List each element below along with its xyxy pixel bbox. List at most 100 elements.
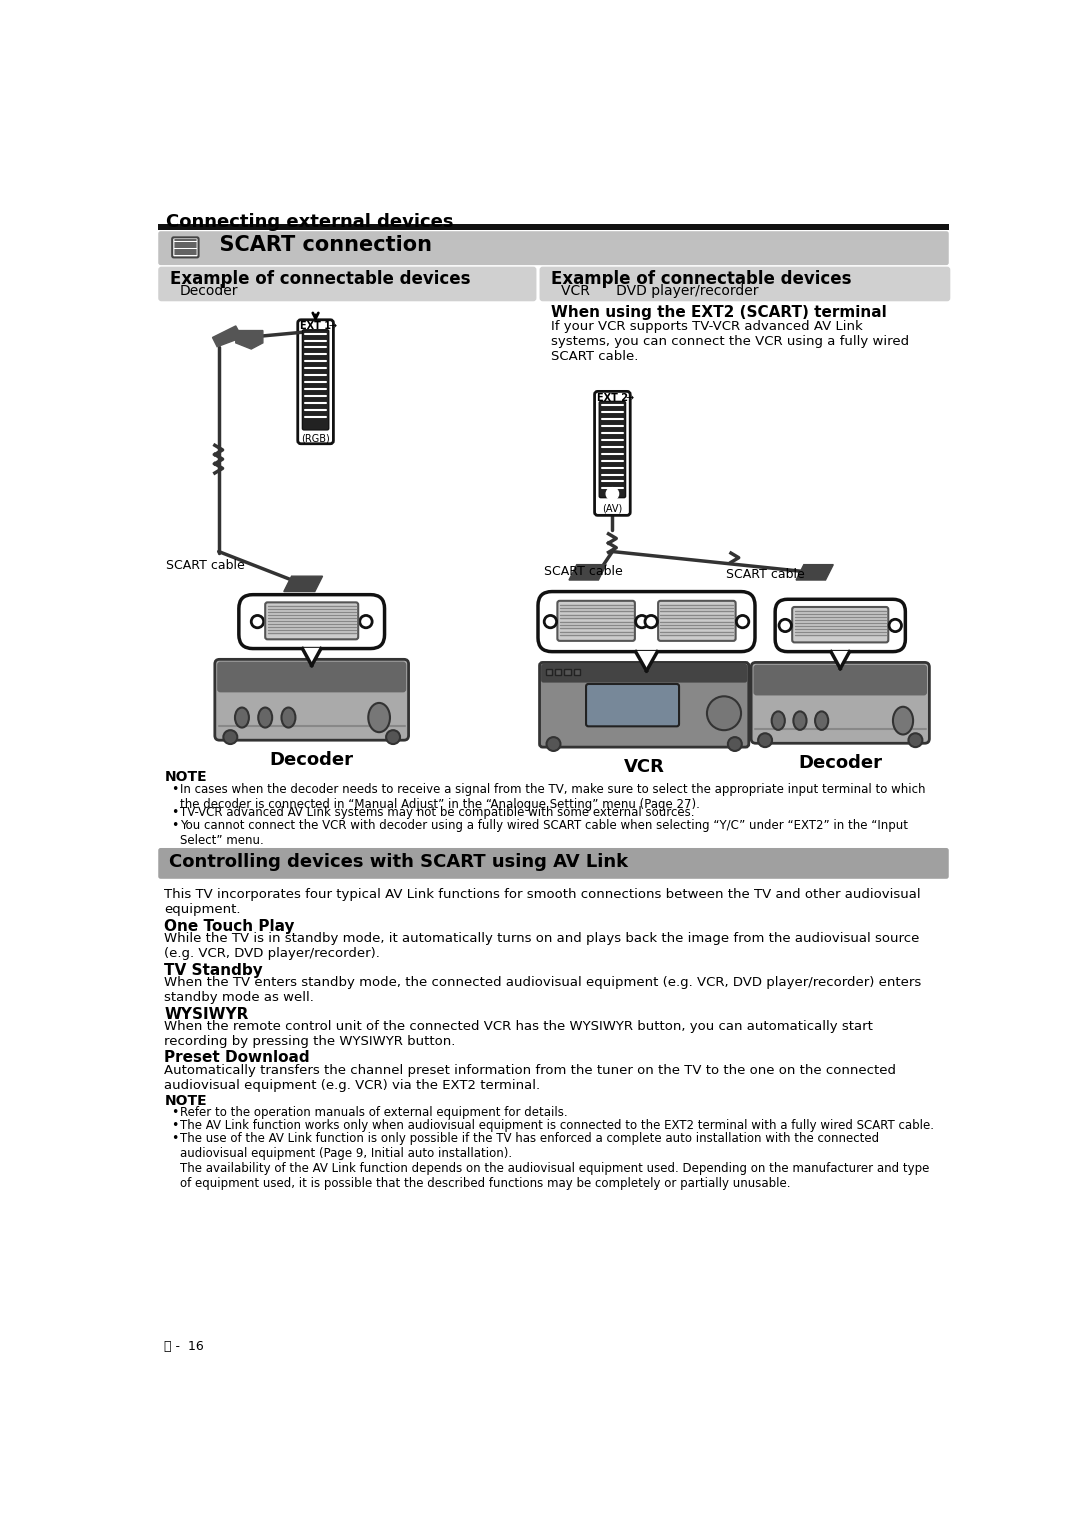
FancyBboxPatch shape xyxy=(239,595,384,648)
Text: Automatically transfers the channel preset information from the tuner on the TV : Automatically transfers the channel pres… xyxy=(164,1064,896,1092)
Text: The AV Link function works only when audiovisual equipment is connected to the E: The AV Link function works only when aud… xyxy=(180,1119,934,1131)
Text: Decoder: Decoder xyxy=(270,751,354,769)
Ellipse shape xyxy=(815,711,828,729)
Circle shape xyxy=(252,616,264,628)
Polygon shape xyxy=(636,651,658,671)
Text: •: • xyxy=(171,1105,178,1119)
Text: When the TV enters standby mode, the connected audiovisual equipment (e.g. VCR, : When the TV enters standby mode, the con… xyxy=(164,976,921,1005)
Polygon shape xyxy=(302,648,321,665)
Text: Controlling devices with SCART using AV Link: Controlling devices with SCART using AV … xyxy=(170,853,629,872)
Circle shape xyxy=(908,734,922,748)
FancyBboxPatch shape xyxy=(159,231,948,265)
FancyBboxPatch shape xyxy=(557,601,635,641)
FancyBboxPatch shape xyxy=(159,266,537,301)
Circle shape xyxy=(544,616,556,628)
Circle shape xyxy=(546,737,561,751)
Polygon shape xyxy=(235,330,262,349)
Circle shape xyxy=(224,731,238,745)
FancyBboxPatch shape xyxy=(538,592,755,651)
Text: Refer to the operation manuals of external equipment for details.: Refer to the operation manuals of extern… xyxy=(180,1105,568,1119)
Text: VCR      DVD player/recorder: VCR DVD player/recorder xyxy=(562,283,759,298)
Text: NOTE: NOTE xyxy=(164,771,207,784)
Text: SCART cable: SCART cable xyxy=(544,564,623,578)
Text: EXT 2: EXT 2 xyxy=(597,393,627,404)
Circle shape xyxy=(889,619,902,631)
Bar xyxy=(545,668,552,674)
Text: TV-VCR advanced AV Link systems may not be compatible with some external sources: TV-VCR advanced AV Link systems may not … xyxy=(180,806,694,818)
Text: •: • xyxy=(171,806,178,818)
Text: Connecting external devices: Connecting external devices xyxy=(166,213,454,231)
Text: If your VCR supports TV-VCR advanced AV Link
systems, you can connect the VCR us: If your VCR supports TV-VCR advanced AV … xyxy=(551,320,909,362)
Text: →: → xyxy=(328,321,337,332)
Text: SCART cable: SCART cable xyxy=(726,569,805,581)
Text: TV Standby: TV Standby xyxy=(164,963,264,977)
Text: While the TV is in standby mode, it automatically turns on and plays back the im: While the TV is in standby mode, it auto… xyxy=(164,931,920,960)
FancyBboxPatch shape xyxy=(217,662,406,693)
Text: (RGB): (RGB) xyxy=(301,434,330,443)
FancyBboxPatch shape xyxy=(215,659,408,740)
Circle shape xyxy=(360,616,373,628)
Text: EXT 1: EXT 1 xyxy=(300,321,332,332)
Ellipse shape xyxy=(235,708,248,728)
Text: NOTE: NOTE xyxy=(164,1095,207,1109)
Circle shape xyxy=(636,616,648,628)
FancyBboxPatch shape xyxy=(793,607,889,642)
Ellipse shape xyxy=(893,706,913,734)
Text: Decoder: Decoder xyxy=(180,283,239,298)
FancyBboxPatch shape xyxy=(266,602,359,639)
FancyBboxPatch shape xyxy=(172,237,199,257)
Polygon shape xyxy=(213,326,242,347)
FancyBboxPatch shape xyxy=(159,849,948,879)
FancyBboxPatch shape xyxy=(775,599,905,651)
FancyBboxPatch shape xyxy=(754,665,927,696)
FancyBboxPatch shape xyxy=(595,391,631,515)
Text: You cannot connect the VCR with decoder using a fully wired SCART cable when sel: You cannot connect the VCR with decoder … xyxy=(180,818,908,847)
Bar xyxy=(159,223,948,229)
Text: When using the EXT2 (SCART) terminal: When using the EXT2 (SCART) terminal xyxy=(551,306,887,320)
Polygon shape xyxy=(796,564,834,579)
Ellipse shape xyxy=(258,708,272,728)
Text: SCART connection: SCART connection xyxy=(205,235,432,255)
Circle shape xyxy=(707,696,741,731)
Text: The use of the AV Link function is only possible if the TV has enforced a comple: The use of the AV Link function is only … xyxy=(180,1131,929,1190)
Bar xyxy=(555,668,562,674)
Text: This TV incorporates four typical AV Link functions for smooth connections betwe: This TV incorporates four typical AV Lin… xyxy=(164,888,921,916)
FancyBboxPatch shape xyxy=(541,664,747,682)
Ellipse shape xyxy=(368,703,390,732)
Polygon shape xyxy=(831,651,850,668)
Ellipse shape xyxy=(794,711,807,729)
Circle shape xyxy=(758,734,772,748)
Polygon shape xyxy=(284,576,323,592)
Text: One Touch Play: One Touch Play xyxy=(164,919,295,934)
FancyBboxPatch shape xyxy=(599,402,625,497)
Text: WYSIWYR: WYSIWYR xyxy=(164,1006,248,1021)
Circle shape xyxy=(728,737,742,751)
Text: •: • xyxy=(171,783,178,795)
Polygon shape xyxy=(569,564,606,579)
Ellipse shape xyxy=(772,711,785,729)
Text: Preset Download: Preset Download xyxy=(164,1050,310,1066)
FancyBboxPatch shape xyxy=(540,266,950,301)
Text: VCR: VCR xyxy=(624,758,664,775)
Text: Decoder: Decoder xyxy=(798,754,882,772)
Circle shape xyxy=(387,731,400,745)
Text: (AV): (AV) xyxy=(603,503,622,514)
FancyBboxPatch shape xyxy=(540,662,748,748)
FancyBboxPatch shape xyxy=(658,601,735,641)
Bar xyxy=(565,668,570,674)
Text: •: • xyxy=(171,1119,178,1131)
Text: When the remote control unit of the connected VCR has the WYSIWYR button, you ca: When the remote control unit of the conn… xyxy=(164,1020,874,1047)
Text: •: • xyxy=(171,818,178,832)
FancyBboxPatch shape xyxy=(586,683,679,726)
Circle shape xyxy=(645,616,658,628)
Text: →: → xyxy=(625,393,634,404)
Circle shape xyxy=(606,488,619,500)
Text: Example of connectable devices: Example of connectable devices xyxy=(170,269,471,287)
Text: Example of connectable devices: Example of connectable devices xyxy=(551,269,852,287)
FancyBboxPatch shape xyxy=(298,320,334,443)
Text: •: • xyxy=(171,1131,178,1145)
Circle shape xyxy=(737,616,748,628)
Text: In cases when the decoder needs to receive a signal from the TV, make sure to se: In cases when the decoder needs to recei… xyxy=(180,783,926,810)
Ellipse shape xyxy=(282,708,296,728)
Text: SCART cable: SCART cable xyxy=(166,560,245,572)
